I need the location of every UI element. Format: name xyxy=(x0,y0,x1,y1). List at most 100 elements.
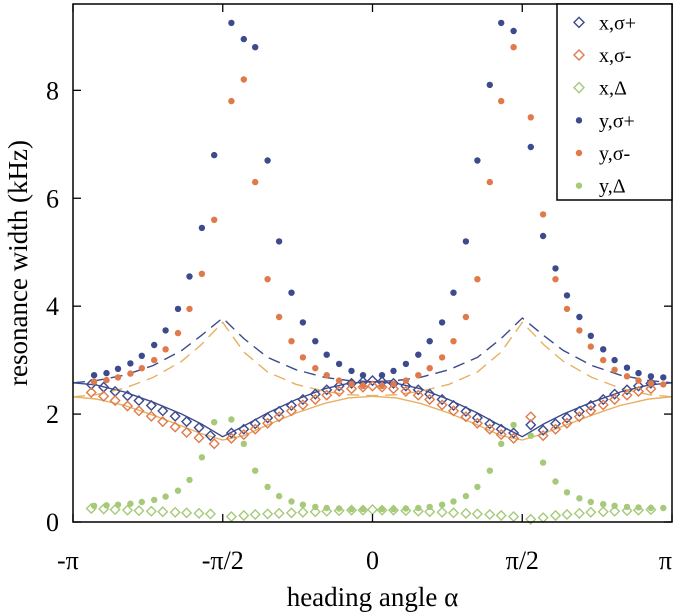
point-4-35 xyxy=(527,114,534,121)
legend-marker-3 xyxy=(575,117,583,124)
point-4-24 xyxy=(390,380,397,388)
point-0-15 xyxy=(273,405,285,417)
point-5-27 xyxy=(426,503,433,511)
point-3-17 xyxy=(299,319,307,326)
point-5-42 xyxy=(611,502,618,509)
point-2-43 xyxy=(609,505,621,517)
point-4-8 xyxy=(186,305,193,313)
point-5-6 xyxy=(162,493,169,500)
point-5-37 xyxy=(552,478,559,485)
legend-marker-1 xyxy=(573,49,585,61)
point-4-42 xyxy=(611,366,618,373)
point-4-12 xyxy=(240,76,247,83)
point-0-28 xyxy=(424,388,436,400)
point-3-26 xyxy=(415,351,422,358)
point-5-12 xyxy=(240,440,247,447)
point-4-17 xyxy=(299,354,307,361)
point-5-34 xyxy=(510,421,517,429)
y-tick-label-2: 4 xyxy=(46,292,59,321)
point-0-10 xyxy=(204,430,217,442)
legend-label-3: y,σ+ xyxy=(599,110,635,132)
point-3-10 xyxy=(211,151,218,159)
point-1-17 xyxy=(297,399,309,411)
point-0-13 xyxy=(249,418,261,430)
point-5-36 xyxy=(539,459,547,466)
point-0-33 xyxy=(484,418,496,430)
point-1-29 xyxy=(436,399,448,411)
point-1-13 xyxy=(249,423,261,435)
point-3-32 xyxy=(486,81,493,89)
point-5-9 xyxy=(198,454,206,461)
point-4-25 xyxy=(402,377,410,384)
x-tick-label-4: π xyxy=(659,546,672,575)
point-4-10 xyxy=(211,216,218,223)
point-0-21 xyxy=(345,377,358,389)
point-4-28 xyxy=(438,354,446,361)
point-3-34 xyxy=(510,27,517,35)
point-1-33 xyxy=(484,423,496,435)
point-5-7 xyxy=(174,487,182,494)
point-1-0 xyxy=(85,386,97,399)
point-3-24 xyxy=(390,367,397,375)
point-1-3 xyxy=(121,400,134,412)
point-2-27 xyxy=(412,505,424,517)
point-1-36 xyxy=(525,411,537,423)
point-1-15 xyxy=(273,411,285,423)
legend-marker-5 xyxy=(575,182,583,189)
point-0-17 xyxy=(297,393,309,406)
point-5-46 xyxy=(660,504,667,512)
point-4-13 xyxy=(252,178,259,186)
point-3-8 xyxy=(186,273,193,280)
point-1-14 xyxy=(262,417,274,429)
x-tick-label-3: π/2 xyxy=(506,546,539,575)
point-4-11 xyxy=(228,97,235,105)
point-4-6 xyxy=(162,346,169,353)
point-2-39 xyxy=(561,508,573,521)
legend-marker-2 xyxy=(573,81,585,94)
point-4-19 xyxy=(323,372,330,379)
point-1-9 xyxy=(193,432,205,444)
point-3-28 xyxy=(438,319,446,326)
point-3-19 xyxy=(323,351,330,358)
point-1-6 xyxy=(157,416,169,428)
point-4-43 xyxy=(623,373,631,380)
point-5-4 xyxy=(138,498,145,506)
point-5-32 xyxy=(486,467,493,474)
point-2-16 xyxy=(285,507,298,519)
x-axis-label: heading angle α xyxy=(287,582,459,612)
x-tick-label-2: 0 xyxy=(366,546,379,575)
point-4-44 xyxy=(635,377,642,384)
point-1-37 xyxy=(537,430,549,442)
point-1-44 xyxy=(621,389,633,401)
point-1-11 xyxy=(225,432,237,444)
point-5-5 xyxy=(151,496,158,504)
point-4-3 xyxy=(127,370,134,377)
y-tick-label-4: 8 xyxy=(46,76,59,105)
point-0-11 xyxy=(225,427,237,439)
point-3-27 xyxy=(426,338,433,345)
point-2-18 xyxy=(309,506,321,518)
point-2-10 xyxy=(204,508,217,520)
point-4-32 xyxy=(486,178,493,186)
point-3-15 xyxy=(275,238,283,245)
point-5-13 xyxy=(252,467,259,474)
point-3-39 xyxy=(576,313,583,321)
point-5-0 xyxy=(90,502,98,509)
point-4-29 xyxy=(450,338,457,345)
point-0-14 xyxy=(262,412,274,424)
point-5-16 xyxy=(288,498,295,505)
point-4-20 xyxy=(335,377,343,384)
point-5-38 xyxy=(563,489,571,496)
point-1-30 xyxy=(447,405,460,417)
point-1-10 xyxy=(208,438,220,450)
point-3-11 xyxy=(228,19,235,27)
point-3-18 xyxy=(312,338,319,345)
point-5-41 xyxy=(600,501,607,508)
point-4-46 xyxy=(660,381,667,388)
point-1-16 xyxy=(285,405,298,417)
point-0-9 xyxy=(193,421,205,434)
point-5-31 xyxy=(474,483,481,491)
point-5-14 xyxy=(264,483,271,491)
point-1-18 xyxy=(309,393,321,406)
